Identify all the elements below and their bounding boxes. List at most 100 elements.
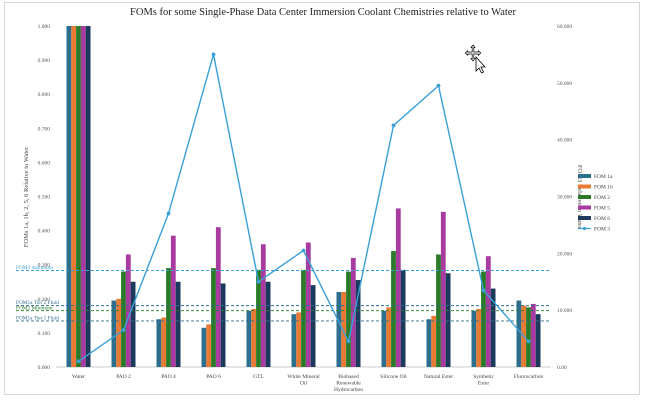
bar-fom-1a [246,310,252,367]
point-fom-3 [76,359,81,364]
bar-fom-2 [346,271,351,367]
bar-fom-1b [161,317,167,367]
bar-fom-6 [490,288,496,367]
legend-swatch [578,195,591,199]
bar-fom-6 [175,281,181,367]
legend-swatch-marker [582,226,587,231]
bar-fom-5 [170,235,176,367]
bar-fom-6 [130,281,136,367]
x-tick-label: PAO 4 [161,374,176,380]
bar-fom-1b [431,315,437,367]
bar-fom-5 [215,227,221,367]
bar-fom-6 [400,269,406,367]
point-fom-3 [211,52,216,57]
bar-fom-1b [476,309,482,367]
y-tick-label: 0.600 [38,160,51,166]
legend-label: FOM 3 [594,227,610,233]
y-tick-label: 0.400 [38,229,51,235]
point-fom-3 [391,123,396,128]
y2-tick-label: 50.000 [557,81,572,87]
y-tick-label: 0.000 [38,365,51,371]
bar-fom-1b [296,312,302,367]
bar-fom-1b [386,307,392,367]
chart-title: FOMs for some Single-Phase Data Center I… [130,7,516,18]
legend-swatch [578,216,591,220]
x-tick-label: White Mineral Oil [287,374,320,387]
bar-fom-1a [66,26,72,367]
bar-fom-6 [265,281,271,367]
y2-tick-label: 0.00 [557,365,567,371]
y-tick-label: 0.700 [38,126,51,132]
point-fom-3 [526,339,531,344]
y-axis-label: FOMs 1a, 1b, 2, 5, 6 Relative to Water [23,146,30,247]
bar-fom-1a [291,314,297,367]
bar-fom-5 [395,208,401,367]
reference-line-label: FOM2 Minimum [16,306,54,312]
y2-tick-label: 40.000 [557,138,572,144]
bar-fom-5 [530,303,536,367]
bar-fom-1b [206,324,212,368]
y-tick-label: 0.900 [38,58,51,64]
y2-tick-label: 60.000 [557,24,572,30]
x-tick-label: PAO 6 [206,374,221,380]
bar-fom-2 [166,268,171,367]
x-tick-label: GTL [253,374,264,380]
y2-tick-label: 20.000 [557,251,572,257]
legend-swatch [578,174,591,178]
bar-fom-2 [211,268,216,367]
y2-tick-label: 30.000 [557,195,572,201]
x-tick-label: Natural Ester [424,374,453,380]
bar-fom-6 [220,283,226,367]
x-tick-label: Water [72,374,85,380]
y-tick-label: 0.300 [38,263,51,269]
legend: FOM 1a FOM 1b FOM 2 FOM 5 FOM 6 FOM 3 [578,174,613,233]
legend-label: FOM 1b [594,185,613,191]
bar-fom-1a [111,300,117,367]
legend-label: FOM 2 [594,195,610,201]
bar-fom-5 [485,256,491,367]
bar-fom-1a [426,319,432,367]
bar-fom-5 [440,211,446,367]
point-fom-3 [481,288,486,293]
legend-swatch [578,184,591,189]
bar-fom-5 [350,257,356,367]
point-fom-3 [121,328,126,332]
bar-fom-6 [445,273,451,367]
x-tick-label: Synthetic Ester [473,374,494,387]
reference-line-label: FOM1a Tier 2 Fluid [16,300,59,306]
bar-fom-1a [471,310,477,367]
bar-fom-2 [391,251,396,367]
point-fom-3 [436,83,441,88]
bar-fom-1a [156,319,162,367]
x-tick-label: Silicone Oil [380,374,407,380]
bar-fom-2 [76,26,81,367]
bar-fom-1a [381,310,387,367]
bar-fom-2 [301,269,306,367]
bar-fom-1b [251,309,257,367]
bar-fom-2 [121,271,126,367]
bar-fom-2 [256,269,261,367]
bar-fom-6 [85,26,91,367]
legend-swatch [578,205,591,210]
bar-fom-2 [481,271,486,367]
x-tick-label: Fluorocarbon [514,374,544,380]
legend-label: FOM 6 [594,216,610,222]
bar-fom-1b [341,291,347,367]
y-tick-label: 0.200 [38,297,51,303]
point-fom-3 [256,279,261,284]
bar-fom-5 [305,242,311,367]
x-tick-label: PAO 2 [116,374,131,380]
bar-fom-1a [201,327,207,367]
bar-fom-5 [80,26,86,367]
y-tick-label: 0.800 [38,92,51,98]
bar-fom-1b [71,26,77,367]
y-tick-label: 1.000 [38,24,51,30]
move-cursor-icon [464,44,486,74]
plot-area: 0.000 0.100 0.200 0.300 0.400 0.500 0.600 0.700… [16,24,572,393]
reference-line-label: FOM3 maximum [16,265,54,271]
y-tick-label: 0.500 [38,195,51,201]
y-tick-label: 0.100 [38,331,51,337]
x-tick-label: Biobased Renewable Hydrocarbon [334,374,363,393]
bar-fom-6 [535,314,541,367]
